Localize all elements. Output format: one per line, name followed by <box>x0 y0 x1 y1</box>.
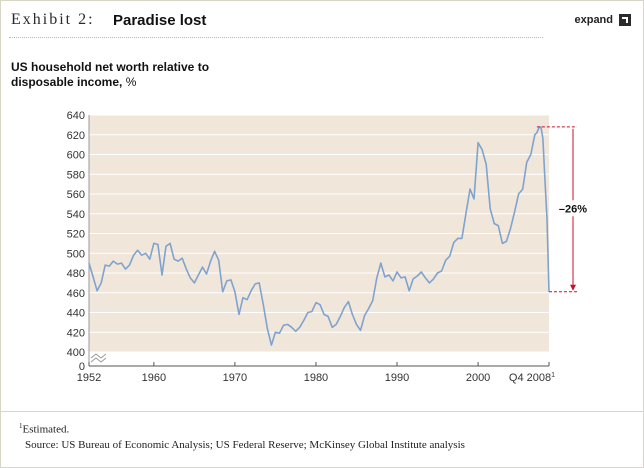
axis-break-zigzag <box>90 353 107 359</box>
y-tick-label: 420 <box>67 327 85 339</box>
x-tick-label: 2000 <box>466 372 490 384</box>
x-tick-footnote: 1 <box>551 372 555 379</box>
x-tick-label: 1990 <box>385 372 409 384</box>
y-tick-label: 620 <box>67 130 85 142</box>
y-tick-label: 460 <box>67 288 85 300</box>
x-tick-label: 1970 <box>223 372 247 384</box>
y-tick-label: 400 <box>67 347 85 359</box>
y-tick-label: 640 <box>67 110 85 122</box>
footer-divider <box>1 411 643 412</box>
x-tick-label: 1980 <box>304 372 328 384</box>
footnote-marker: 1 <box>19 422 23 430</box>
x-tick-label: 1952 <box>77 372 101 384</box>
y-axis-labels: 640 620 600 580 560 540 520 500 480 460 440 420 400 0 <box>67 110 85 373</box>
x-tick-label: 1960 <box>142 372 166 384</box>
header-divider <box>9 37 543 38</box>
x-axis: 1952 1960 1970 1980 1990 2000 Q4 20081 <box>77 115 555 384</box>
y-tick-label: 580 <box>67 169 85 181</box>
y-tick-label: 440 <box>67 308 85 320</box>
chart-title: US household net worth relative to dispo… <box>11 60 271 90</box>
annotation-arrowhead <box>570 284 576 291</box>
x-tick-label: Q4 20081 <box>509 372 555 384</box>
footnote-text: Estimated. <box>22 423 70 436</box>
footnote: 1Estimated. <box>19 422 69 436</box>
line-chart: 640 620 600 580 560 540 520 500 480 460 440 420 400 0… <box>67 110 593 384</box>
expand-button[interactable]: expand <box>574 13 631 27</box>
source-note: Source: US Bureau of Economic Analysis; … <box>25 439 465 451</box>
y-tick-label: 600 <box>67 150 85 162</box>
axis-break-zigzag <box>90 357 107 363</box>
annotation: –26% <box>536 126 593 293</box>
y-tick-label: 540 <box>67 209 85 221</box>
exhibit-label: Exhibit 2: <box>11 11 95 28</box>
chart-title-unit: % <box>122 75 137 89</box>
exhibit-title: Paradise lost <box>113 12 207 29</box>
exhibit-header: Exhibit 2: Paradise lost expand <box>1 1 643 37</box>
y-tick-label: 500 <box>67 248 85 260</box>
axis-break-icon <box>90 353 107 363</box>
y-tick-label: 480 <box>67 268 85 280</box>
y-tick-label: 560 <box>67 189 85 201</box>
gridlines <box>89 114 549 353</box>
y-tick-label: 520 <box>67 229 85 241</box>
expand-label: expand <box>574 14 613 26</box>
annotation-label-bg <box>553 200 593 217</box>
expand-arrow-icon <box>619 14 631 26</box>
chart-title-text: US household net worth relative to dispo… <box>11 60 210 89</box>
y-tick-label: 0 <box>79 361 85 373</box>
series-line <box>88 126 550 346</box>
annotation-label: –26% <box>559 203 587 215</box>
